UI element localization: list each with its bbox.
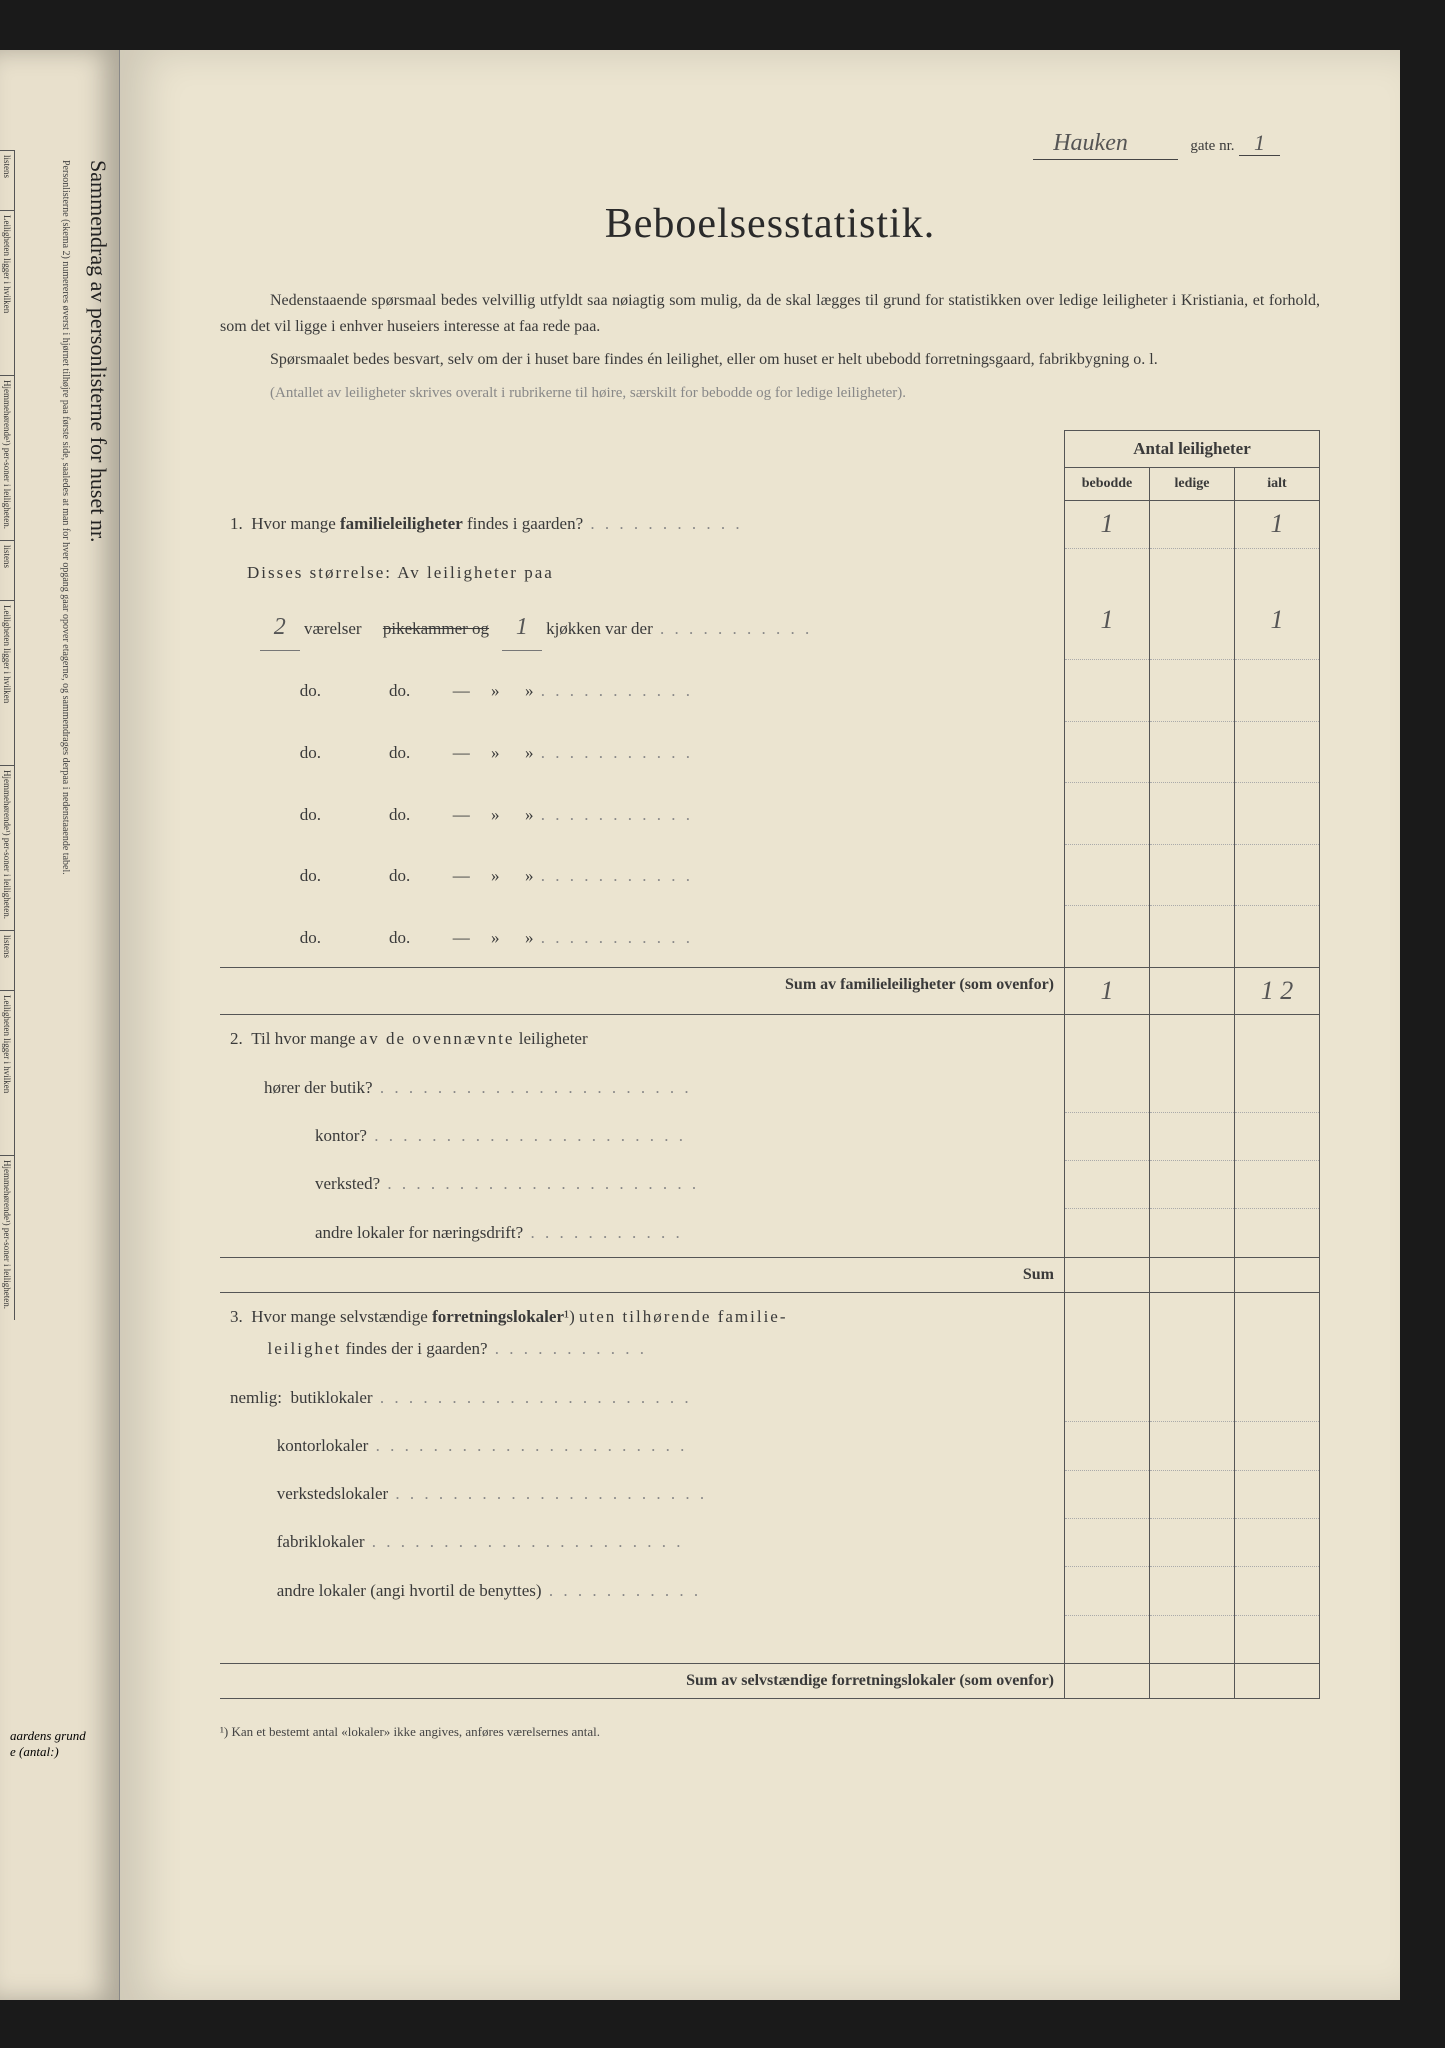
vaerelser-value: 2 <box>260 605 300 652</box>
intro-paragraph-3: (Antallet av leiligheter skrives overalt… <box>220 381 1320 405</box>
sliver-cell: listens <box>0 540 15 600</box>
q3-sum-label: Sum av selvstændige forretningslokaler (… <box>220 1664 1065 1699</box>
q1-do-row: do. do. — » » <box>220 721 1320 783</box>
sliver-cell: Hjemmehørende¹) per-soner i leiligheten. <box>0 375 15 540</box>
header-ledige: ledige <box>1150 467 1235 500</box>
q1-row: 1. Hvor mange familieleiligheter findes … <box>220 500 1320 548</box>
q1-sum-ialt: 1 2 <box>1235 968 1320 1015</box>
q3-verksted-row: verkstedslokaler <box>220 1470 1320 1518</box>
row-bebodde: 1 <box>1065 597 1150 660</box>
q1-sum-row: Sum av familieleiligheter (som ovenfor) … <box>220 968 1320 1015</box>
q3-andre-row: andre lokaler (angi hvortil de benyttes) <box>220 1567 1320 1615</box>
sliver-cell: Leiligheten ligger i hvilken <box>0 990 15 1155</box>
intro-paragraph-2: Spørsmaalet bedes besvart, selv om der i… <box>220 347 1320 373</box>
main-page: Hauken gate nr. 1 Beboelsesstatistik. Ne… <box>120 50 1400 2000</box>
sliver-cell: listens <box>0 150 15 210</box>
q1-do-row: do. do. — » » <box>220 906 1320 968</box>
q1-text: 1. Hvor mange familieleiligheter findes … <box>230 514 583 533</box>
row-ialt: 1 <box>1235 597 1320 660</box>
q1-storrelse: Disses størrelse: Av leiligheter paa <box>247 563 554 582</box>
kjokken-value: 1 <box>502 605 542 652</box>
sliver-cell: Hjemmehørende¹) per-soner i leiligheten. <box>0 1155 15 1320</box>
q3-blank-row <box>220 1615 1320 1664</box>
q1-sum-bebodde: 1 <box>1065 968 1150 1015</box>
q1-do-row: do. do. — » » <box>220 844 1320 906</box>
street-name-handwritten: Hauken <box>1033 130 1178 160</box>
sliver-cell: Leiligheten ligger i hvilken <box>0 600 15 765</box>
table-header-row: Antal leiligheter <box>220 430 1320 467</box>
q1-do-row: do. do. — » » <box>220 659 1320 721</box>
q3-heading-row: 3. Hvor mange selvstændige forretningslo… <box>220 1292 1320 1373</box>
footnote: ¹) Kan et bestemt antal «lokaler» ikke a… <box>220 1724 1320 1740</box>
q1-bebodde: 1 <box>1065 500 1150 548</box>
intro-paragraph-1: Nedenstaaende spørsmaal bedes velvillig … <box>220 288 1320 339</box>
q3-kontor-row: kontorlokaler <box>220 1422 1320 1470</box>
q2-kontor-row: kontor? <box>220 1112 1320 1160</box>
sliver-sub-text: Personlisterne (skema 2) numereres øvers… <box>60 160 71 1560</box>
q2-verksted-row: verksted? <box>220 1160 1320 1208</box>
gate-label: gate nr. <box>1190 138 1234 154</box>
header-antal: Antal leiligheter <box>1065 430 1320 467</box>
book-spread: Sammendrag av personlisterne for huset n… <box>0 50 1400 2000</box>
q3-sum-row: Sum av selvstændige forretningslokaler (… <box>220 1664 1320 1699</box>
pikekammer-struck: pikekammer og <box>383 619 489 638</box>
left-page-sliver: Sammendrag av personlisterne for huset n… <box>0 50 120 2000</box>
sliver-bottom-text: aardens grund e (antal:) <box>10 1728 86 1760</box>
q2-heading-row: 2. Til hvor mange av de ovennævnte leili… <box>220 1015 1320 1064</box>
sliver-cell: listens <box>0 930 15 990</box>
q3-fabrik-row: fabriklokaler <box>220 1518 1320 1566</box>
gate-number-handwritten: 1 <box>1239 130 1280 156</box>
q3-butik-row: nemlig: butiklokaler <box>220 1374 1320 1422</box>
q1-do-row: do. do. — » » <box>220 783 1320 845</box>
sliver-main-heading: Sammendrag av personlisterne for huset n… <box>85 160 111 1060</box>
statistics-table: Antal leiligheter bebodde ledige ialt 1.… <box>220 430 1320 1700</box>
q1-storrelse-row: Disses størrelse: Av leiligheter paa <box>220 549 1320 597</box>
sliver-cell: Leiligheten ligger i hvilken <box>0 210 15 375</box>
q2-andre-row: andre lokaler for næringsdrift? <box>220 1209 1320 1258</box>
q2-sum-label: Sum <box>220 1257 1065 1292</box>
header-bebodde: bebodde <box>1065 467 1150 500</box>
q2-sum-row: Sum <box>220 1257 1320 1292</box>
page-title: Beboelsesstatistik. <box>220 200 1320 248</box>
q1-ledige <box>1150 500 1235 548</box>
q1-sum-label: Sum av familieleiligheter (som ovenfor) <box>220 968 1065 1015</box>
street-line: Hauken gate nr. 1 <box>220 130 1320 160</box>
q1-ialt: 1 <box>1235 500 1320 548</box>
q1-detail-row-1: 2 værelser pikekammer og 1 kjøkken var d… <box>220 597 1320 660</box>
header-ialt: ialt <box>1235 467 1320 500</box>
q2-butik-row: hører der butik? <box>220 1064 1320 1112</box>
sliver-cell: Hjemmehørende¹) per-soner i leiligheten. <box>0 765 15 930</box>
